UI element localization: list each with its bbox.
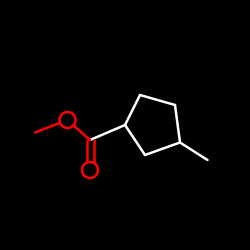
Circle shape [82,162,98,178]
Circle shape [60,112,76,128]
